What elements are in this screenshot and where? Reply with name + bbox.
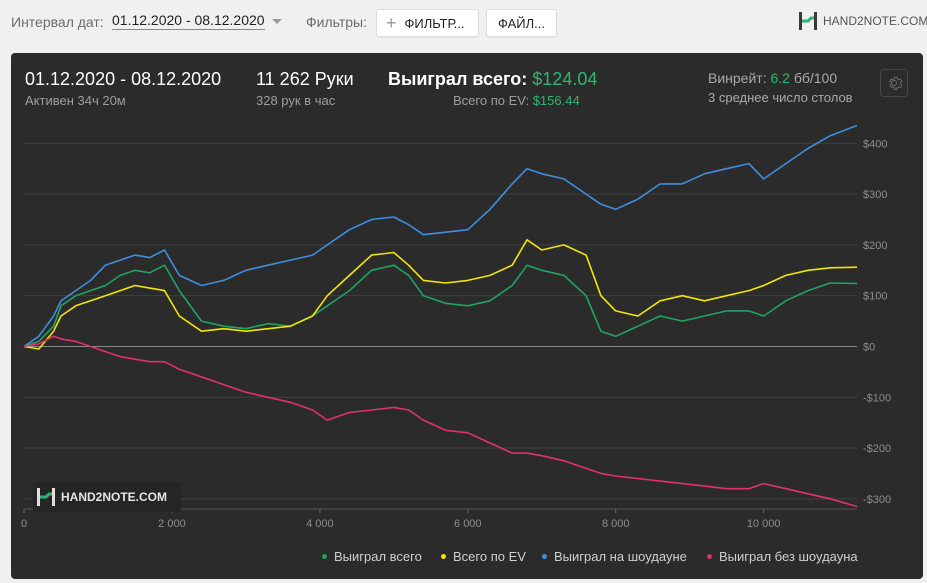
- y-tick-label: -$300: [863, 494, 891, 506]
- x-tick-label: 8 000: [602, 518, 630, 530]
- ev-total-label: Всего по EV:: [453, 93, 530, 108]
- legend-dot-nonshowdown: [707, 554, 712, 559]
- settings-button[interactable]: [880, 69, 908, 97]
- legend-item-won[interactable]: Выиграл всего: [322, 549, 422, 564]
- legend-item-ev[interactable]: Всего по EV: [441, 549, 526, 564]
- winrate: Винрейт: 6.2 бб/100: [708, 70, 837, 86]
- h2n-watermark-icon: [37, 488, 55, 506]
- ev-total-value: $156.44: [532, 93, 580, 108]
- brand-logo: HAND2NOTE.COM: [797, 10, 927, 32]
- chevron-down-icon[interactable]: [272, 19, 282, 24]
- x-tick-label: 0: [21, 518, 27, 530]
- won-total-label: Выиграл всего:: [388, 69, 528, 89]
- x-tick-label: 2 000: [158, 518, 186, 530]
- winrate-label: Винрейт:: [708, 70, 767, 86]
- y-tick-label: -$100: [863, 392, 891, 404]
- watermark: HAND2NOTE.COM: [33, 482, 181, 512]
- hands-per-hour: 328 рук в час: [256, 93, 336, 108]
- legend-label-ev: Всего по EV: [453, 549, 526, 564]
- summary-date-range: 01.12.2020 - 08.12.2020: [25, 69, 222, 89]
- brand-name: HAND2NOTE.COM: [823, 14, 927, 28]
- y-tick-label: $100: [863, 291, 887, 303]
- legend-dot-won: [322, 554, 327, 559]
- x-tick-label: 10 000: [747, 518, 781, 530]
- legend-item-nonshowdown[interactable]: Выиграл без шоудауна: [707, 549, 858, 564]
- filter-button-label: ФИЛЬТР...: [404, 15, 465, 31]
- watermark-text: HAND2NOTE.COM: [61, 490, 168, 504]
- legend-item-showdown[interactable]: Выиграл на шоудауне: [542, 549, 687, 564]
- date-interval-label: Интервал дат:: [11, 14, 104, 30]
- won-total-value: $124.04: [532, 69, 598, 89]
- ev-total: Всего по EV: $156.44: [453, 93, 580, 108]
- x-tick-label: 4 000: [306, 518, 334, 530]
- y-tick-label: $400: [863, 138, 887, 150]
- plus-icon: +: [386, 13, 397, 33]
- winrate-unit: бб/100: [793, 70, 838, 86]
- y-tick-label: $0: [863, 341, 875, 353]
- file-button[interactable]: ФАЙЛ...: [486, 9, 557, 37]
- legend-dot-showdown: [542, 554, 547, 559]
- filters-label: Фильтры:: [306, 14, 367, 30]
- legend-label-nonshowdown: Выиграл без шоудауна: [719, 549, 858, 564]
- average-tables: 3 среднее число столов: [708, 90, 853, 105]
- profit-chart[interactable]: $400 $300 $200 $100 $0 -$100 -$200 -$300 0 2 000 4…: [11, 53, 923, 579]
- h2n-logo-icon: [799, 12, 817, 30]
- y-tick-label: $200: [863, 240, 887, 252]
- series-line-ev: [23, 239, 858, 350]
- date-range-picker[interactable]: 01.12.2020 - 08.12.2020: [112, 12, 265, 30]
- x-tick-label: 6 000: [454, 518, 482, 530]
- graph-panel: 01.12.2020 - 08.12.2020 Активен 34ч 20м …: [11, 53, 923, 579]
- y-tick-label: $300: [863, 189, 887, 201]
- winrate-value: 6.2: [770, 70, 790, 86]
- filter-button[interactable]: + ФИЛЬТР...: [376, 9, 479, 37]
- hands-count: 11 262 Руки: [256, 69, 354, 89]
- y-tick-label: -$200: [863, 443, 891, 455]
- won-total: Выиграл всего: $124.04: [388, 69, 597, 90]
- active-time: Активен 34ч 20м: [25, 93, 126, 108]
- legend-label-won: Выиграл всего: [334, 549, 422, 564]
- gear-icon: [889, 76, 903, 90]
- series-line-nonshowdown: [23, 335, 858, 508]
- legend-label-showdown: Выиграл на шоудауне: [554, 549, 687, 564]
- file-button-label: ФАЙЛ...: [498, 15, 545, 31]
- top-toolbar: Интервал дат: 01.12.2020 - 08.12.2020 Фи…: [0, 0, 927, 48]
- series-line-showdown: [23, 124, 858, 348]
- series-line-won: [23, 264, 858, 348]
- legend-dot-ev: [441, 554, 446, 559]
